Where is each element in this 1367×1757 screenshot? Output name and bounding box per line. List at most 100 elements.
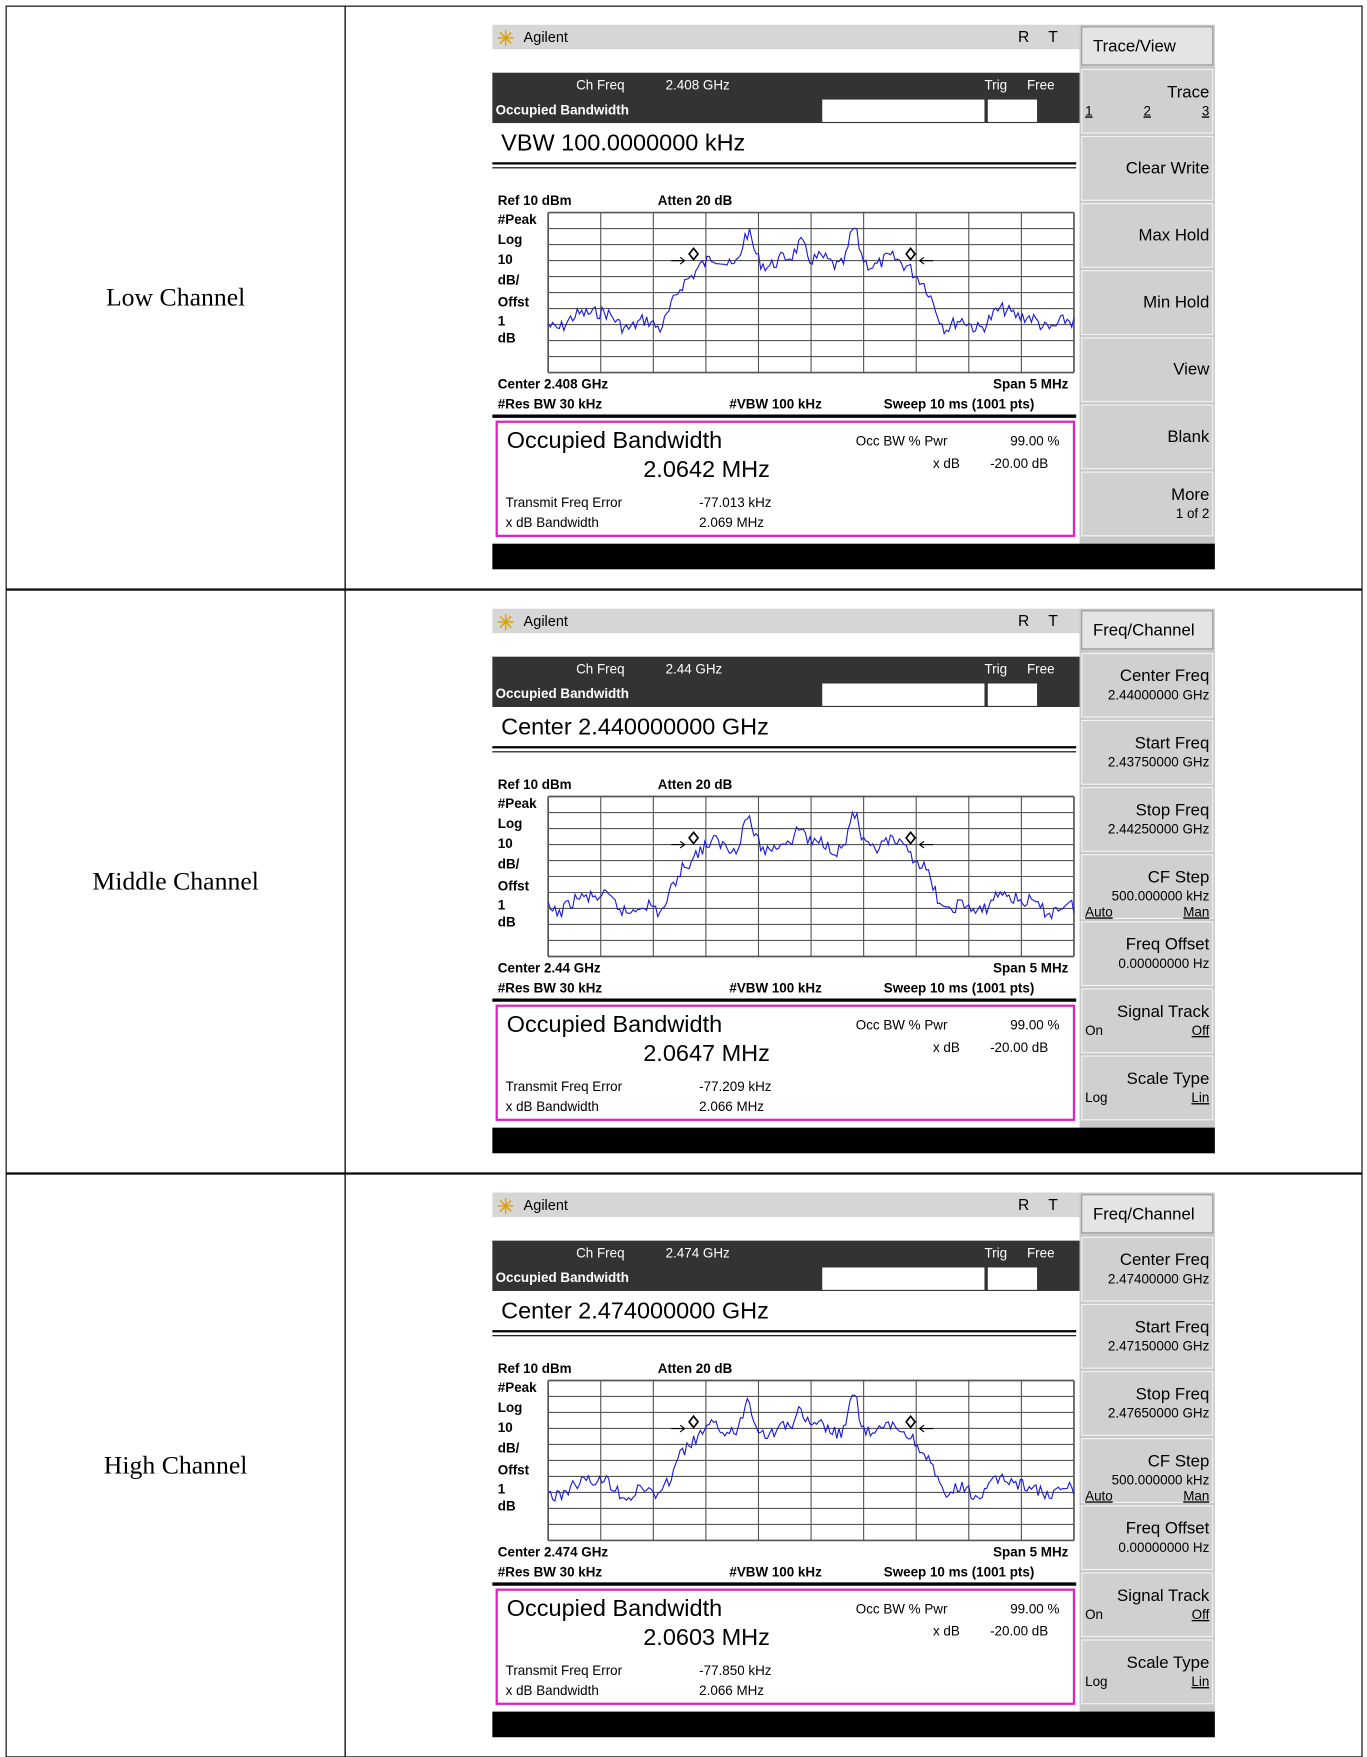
sweep: Sweep 10 ms (1001 pts) xyxy=(884,980,1035,995)
softkey-option: Lin xyxy=(1191,1090,1209,1105)
menu-title: Freq/Channel xyxy=(1093,620,1195,639)
top-bar xyxy=(492,1193,1079,1218)
result-title: Occupied Bandwidth xyxy=(507,427,722,453)
softkey-label: Scale Type xyxy=(1127,1653,1210,1672)
attenuation: Atten 20 dB xyxy=(658,193,733,208)
row-label: Low Channel xyxy=(6,6,346,590)
softkey-option: 1 xyxy=(1085,103,1092,118)
softkey-option: Log xyxy=(1085,1674,1107,1689)
brand-icon xyxy=(498,614,514,630)
mode: Occupied Bandwidth xyxy=(496,686,629,701)
vbw: #VBW 100 kHz xyxy=(729,980,822,995)
mode: Occupied Bandwidth xyxy=(496,1270,629,1285)
result-label: x dB xyxy=(933,1624,960,1639)
result-label: Transmit Freq Error xyxy=(506,1079,623,1094)
status: R xyxy=(1018,613,1029,630)
result-label: x dB xyxy=(933,1040,960,1055)
top-bar xyxy=(492,609,1079,634)
brand: Agilent xyxy=(524,1198,568,1214)
result-label: Occ BW % Pwr xyxy=(856,433,948,448)
scale-label: Log xyxy=(498,232,523,247)
softkey-label: Clear Write xyxy=(1126,158,1210,177)
result-title: Occupied Bandwidth xyxy=(507,1595,722,1621)
softkey-value: 2.43750000 GHz xyxy=(1108,755,1210,770)
active-function: Center 2.440000000 GHz xyxy=(501,713,769,739)
ref-level: Ref 10 dBm xyxy=(498,193,572,208)
softkey-label: Center Freq xyxy=(1120,666,1209,685)
scale-label: #Peak xyxy=(498,1380,537,1395)
ch-freq-label: Ch Freq xyxy=(576,1246,624,1261)
softkey-value: 2.47400000 GHz xyxy=(1108,1271,1210,1286)
result-label: Transmit Freq Error xyxy=(506,495,623,510)
softkey-label: Signal Track xyxy=(1117,1586,1210,1605)
menu-title: Freq/Channel xyxy=(1093,1204,1195,1223)
softkey-label: Stop Freq xyxy=(1136,1384,1210,1403)
softkey-label: CF Step xyxy=(1148,1452,1209,1471)
free: Free xyxy=(1027,78,1055,93)
result-value: -77.013 kHz xyxy=(699,495,772,510)
softkey-label: Scale Type xyxy=(1127,1069,1210,1088)
row-label: Middle Channel xyxy=(6,590,346,1174)
status-bar xyxy=(492,544,1215,570)
scale-label: dB/ xyxy=(498,856,520,871)
scale-label: dB xyxy=(498,914,516,929)
result-label: Transmit Freq Error xyxy=(506,1663,623,1678)
header-box xyxy=(988,684,1037,706)
result-value: 99.00 % xyxy=(1010,433,1059,448)
softkey-label: Start Freq xyxy=(1135,1317,1210,1336)
scale-label: dB xyxy=(498,331,516,346)
result-value: -20.00 dB xyxy=(990,1040,1048,1055)
result-label: Occ BW % Pwr xyxy=(856,1601,948,1616)
result-value: -20.00 dB xyxy=(990,456,1048,471)
analyzer-screenshot: AgilentRTFreq/ChannelCh Freq2.474 GHzTri… xyxy=(492,1193,1215,1738)
result-label: x dB Bandwidth xyxy=(506,515,599,530)
result-value: 99.00 % xyxy=(1010,1601,1059,1616)
ref-level: Ref 10 dBm xyxy=(498,777,572,792)
sweep: Sweep 10 ms (1001 pts) xyxy=(884,397,1035,412)
center-freq: Center 2.44 GHz xyxy=(498,960,601,975)
result-value: 2.066 MHz xyxy=(699,1099,764,1114)
sweep: Sweep 10 ms (1001 pts) xyxy=(884,1564,1035,1579)
softkey-label: Start Freq xyxy=(1135,733,1210,752)
result-value: 2.0647 MHz xyxy=(643,1040,770,1066)
menu-title: Trace/View xyxy=(1093,36,1177,55)
result-label: x dB xyxy=(933,456,960,471)
softkey-option: Man xyxy=(1183,904,1209,919)
softkey-label: Trace xyxy=(1167,82,1209,101)
result-value: -20.00 dB xyxy=(990,1624,1048,1639)
ch-freq: 2.408 GHz xyxy=(666,78,730,93)
status-bar xyxy=(492,1128,1215,1154)
result-value: 2.066 MHz xyxy=(699,1683,764,1698)
result-value: 2.0642 MHz xyxy=(643,456,770,482)
softkey-label: CF Step xyxy=(1148,868,1209,887)
scale-label: #Peak xyxy=(498,796,537,811)
result-label: Occ BW % Pwr xyxy=(856,1017,948,1032)
res-bw: #Res BW 30 kHz xyxy=(498,1564,603,1579)
status: T xyxy=(1048,29,1058,46)
scale-label: 10 xyxy=(498,1420,513,1435)
ch-freq-label: Ch Freq xyxy=(576,662,624,677)
scale-label: Offst xyxy=(498,295,530,310)
softkey-option: Lin xyxy=(1191,1674,1209,1689)
softkey-label: Min Hold xyxy=(1143,293,1209,312)
softkey-value: 0.00000000 Hz xyxy=(1118,1540,1209,1555)
result-label: x dB Bandwidth xyxy=(506,1099,599,1114)
analyzer-screenshot: AgilentRTTrace/ViewCh Freq2.408 GHzTrigF… xyxy=(492,25,1215,570)
scale-label: Log xyxy=(498,816,523,831)
softkey-option: Man xyxy=(1183,1488,1209,1503)
softkey-label: Max Hold xyxy=(1139,225,1210,244)
status: R xyxy=(1018,29,1029,46)
status: R xyxy=(1018,1197,1029,1214)
ch-freq: 2.44 GHz xyxy=(666,662,723,677)
free: Free xyxy=(1027,662,1055,677)
header-box xyxy=(822,1267,984,1289)
softkey-option: 2 xyxy=(1143,103,1150,118)
softkey-option: Auto xyxy=(1085,1488,1113,1503)
attenuation: Atten 20 dB xyxy=(658,1361,733,1376)
softkey-label: Freq Offset xyxy=(1126,935,1210,954)
softkey-value: 500.000000 kHz xyxy=(1112,889,1210,904)
scale-label: dB xyxy=(498,1498,516,1513)
scale-label: 1 xyxy=(498,1482,506,1497)
status: T xyxy=(1048,613,1058,630)
softkey-label: Center Freq xyxy=(1120,1250,1209,1269)
